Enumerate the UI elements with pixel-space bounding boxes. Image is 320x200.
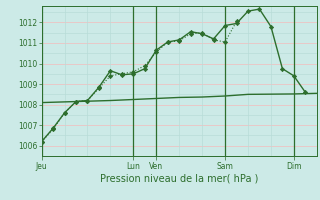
X-axis label: Pression niveau de la mer( hPa ): Pression niveau de la mer( hPa ) bbox=[100, 173, 258, 183]
